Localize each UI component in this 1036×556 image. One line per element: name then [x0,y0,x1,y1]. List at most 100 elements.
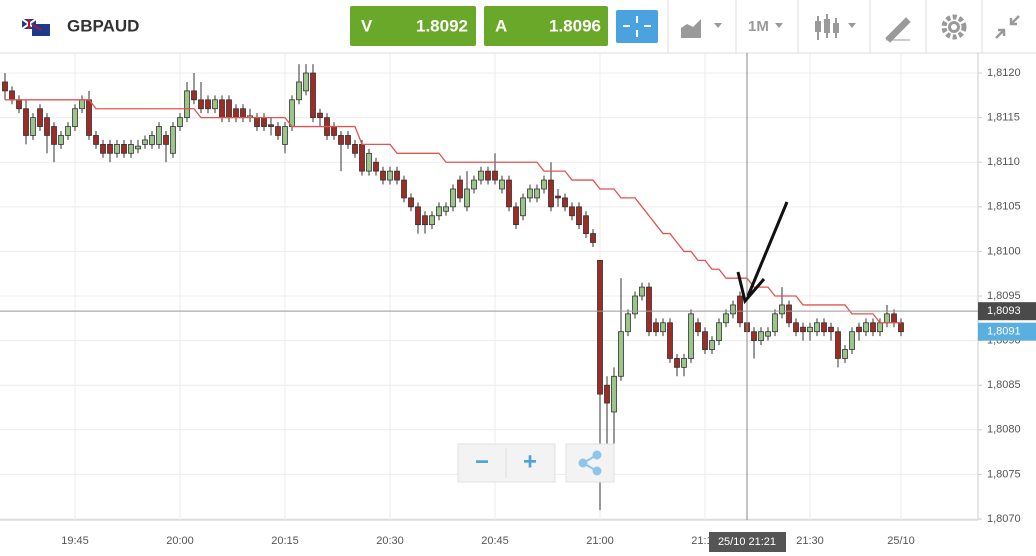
y-tick-label: 1,8095 [987,290,1021,302]
candle-body [408,197,414,208]
settings-button[interactable] [941,14,967,40]
candle-body [44,117,50,136]
candle-body [695,322,701,333]
sell-button[interactable] [350,6,476,46]
x-tick-label: 21:30 [796,535,824,547]
candle-body [807,326,813,333]
candle-body [513,206,519,226]
candle-body [114,143,120,154]
y-tick-label: 1,8105 [987,201,1021,213]
candle-body [779,304,785,315]
candle-body [632,295,638,315]
candle-body [478,170,484,181]
candle-body [590,233,596,243]
candle-body [555,195,561,199]
candle-body [331,126,337,136]
candle-body [597,259,603,395]
candle-body [751,331,757,342]
candle-body [352,143,358,154]
annotation-arrow [736,201,789,305]
candle-body [821,322,827,333]
candle-body [562,197,568,208]
candle-body [191,90,197,101]
candle-body [618,331,624,377]
y-tick-label: 1,8120 [987,67,1021,79]
candle-body [401,179,407,199]
candle-body [429,215,435,226]
candle-body [387,170,393,181]
candle-body [296,81,302,101]
candle-body [870,322,876,333]
candle-body [793,322,799,333]
zoom-in[interactable]: + [523,448,537,475]
candle-body [254,117,260,127]
candle-body [499,179,505,190]
timeframe[interactable]: 1M [748,18,769,35]
buy-label: A [495,16,507,35]
y-tick-label: 1,8080 [987,424,1021,436]
candle-body [730,304,736,315]
candle-body [506,179,512,208]
candle-body [884,313,890,324]
candle-body [709,340,715,350]
candle-body [415,206,421,226]
price-marker [978,302,1036,321]
candle-body [268,124,274,127]
candle-body [345,135,351,145]
candle-body [2,81,8,92]
crosshair-button[interactable] [616,10,658,43]
candle-body [422,215,428,226]
candle-body [184,90,190,119]
candle-body [86,99,92,136]
candle-type-button[interactable] [815,14,856,40]
sell-label: V [361,16,373,35]
candle-body [604,384,610,404]
candle-body [100,143,106,154]
candle-body [373,161,379,172]
candle-body [492,170,498,181]
toolbar-separators [667,0,983,53]
candle-body [128,143,134,154]
candle-body [170,126,176,154]
buy-button[interactable] [484,6,608,46]
draw-button[interactable] [885,17,911,43]
y-tick-label: 1,8085 [987,379,1021,391]
candle-body [226,99,232,119]
collapse-button[interactable] [995,15,1020,39]
candle-body [219,99,225,119]
candle-body [450,188,456,208]
crosshair-box [709,532,786,552]
chart-type-button[interactable] [681,19,722,38]
candle-body [359,143,365,172]
candle-body [688,313,694,359]
candle-body [758,331,764,342]
y-tick-label: 1,8100 [987,245,1021,257]
candle-body [338,135,344,145]
candle-body [205,99,211,110]
candle-body [898,322,904,333]
candle-body [856,326,862,333]
candle-body [282,126,288,145]
candle-body [394,170,400,181]
candle-body [261,117,267,127]
candle-body [681,358,687,368]
candle-body [121,143,127,154]
candle-body [436,206,442,217]
x-tick-label: 19:45 [61,535,89,547]
candle-body [611,375,617,413]
candle-body [653,322,659,333]
x-tick-label: 21:00 [586,535,614,547]
candle-body [177,117,183,127]
candle-body [233,108,239,119]
candle-body [828,326,834,333]
share-button[interactable] [578,450,602,476]
candle-body [198,99,204,110]
flag [21,18,50,36]
zoom-out[interactable]: − [475,448,489,475]
candle-body [814,322,820,333]
plot: 1,80701,80751,80801,80851,80901,80951,81… [0,53,1021,547]
candle-body [520,197,526,217]
candle-body [464,188,470,208]
candle-body [310,72,316,119]
